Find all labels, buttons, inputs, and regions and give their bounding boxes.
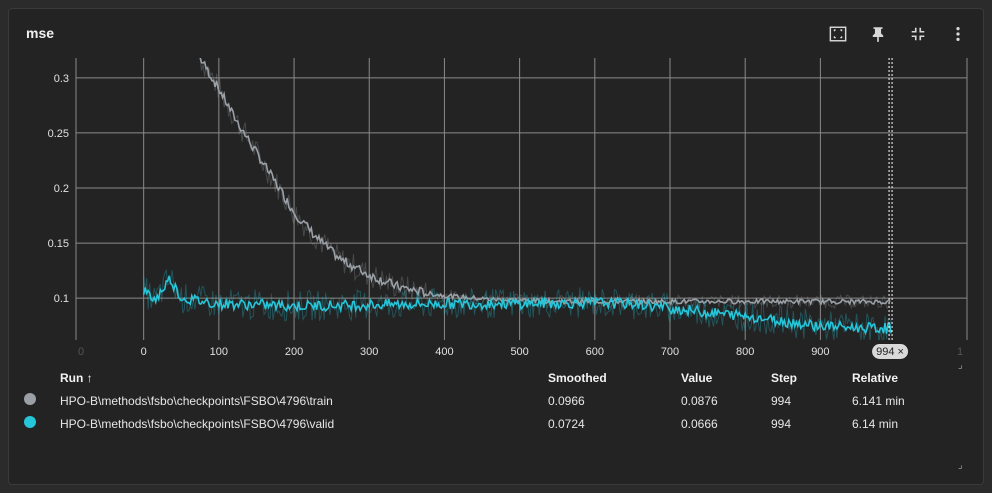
relative-time: 6.14 min [852,416,899,431]
more-button[interactable] [945,21,971,47]
x-tick-label: 600 [586,346,604,358]
series-smoothed-line[interactable] [142,275,892,336]
header-value[interactable]: Value [681,371,713,385]
header-relative[interactable]: Relative [852,371,899,385]
table-row: HPO-B\methods\fsbo\checkpoints\FSBO\4796… [18,412,972,435]
collapse-button[interactable] [905,21,931,47]
y-tick-label: 0.15 [48,238,69,250]
pin-icon [872,27,884,42]
smoothed-value: 0.0724 [548,416,585,431]
card-toolbar [825,21,971,47]
run-color-dot [24,393,36,405]
card-resize-handle[interactable]: ⌟ [958,460,963,471]
table-row: HPO-B\methods\fsbo\checkpoints\FSBO\4796… [18,389,972,412]
relative-time: 6.141 min [852,393,905,408]
raw-value: 0.0666 [681,416,718,431]
step-badge[interactable] [872,344,909,359]
table-header-row: Run ↑ Smoothed Value Step Relative [18,367,972,389]
x-tick-label: 500 [510,346,528,358]
run-name: HPO-B\methods\fsbo\checkpoints\FSBO\4796… [60,416,335,431]
header-step[interactable]: Step [771,371,798,385]
fit-domain-button[interactable] [825,21,851,47]
x-tick-label: 400 [435,346,453,358]
header-color [18,367,56,389]
step-value: 994 [771,393,792,408]
series-group [142,268,892,340]
plot-area [76,58,967,340]
y-tick-label: 0.3 [54,73,69,85]
step-badge-label: 994 × [876,346,904,358]
raw-value: 0.0876 [681,393,718,408]
x-tick-label: 300 [360,346,378,358]
x-tick-label: 0 [141,346,147,358]
y-tick-label: 0.25 [48,128,69,140]
header-smoothed[interactable]: Smoothed [548,371,607,385]
x-edge-label: 0 [78,346,84,358]
pin-button[interactable] [865,21,891,47]
x-tick-label: 100 [210,346,228,358]
card-title: mse [26,25,55,41]
x-tick-label: 900 [811,346,829,358]
step-value: 994 [771,416,792,431]
x-tick-label: 800 [736,346,754,358]
run-color-dot [24,416,36,428]
more-vertical-icon [956,26,960,42]
collapse-icon [911,27,925,41]
mse-line-chart[interactable]: 0 100 200 300 400 500 600 700 800 900 0 1 0.1 0.15 0.2… [0,0,992,370]
x-tick-label: 200 [285,346,303,358]
y-tick-label: 0.2 [54,183,69,195]
fit-to-data-icon [829,26,847,42]
run-name: HPO-B\methods\fsbo\checkpoints\FSBO\4796… [60,393,333,408]
chart-resize-handle[interactable]: ⌟ [958,360,963,371]
header-run[interactable]: Run ↑ [60,371,93,385]
x-tick-label: 700 [661,346,679,358]
runs-table: Run ↑ Smoothed Value Step Relative HPO-B… [18,367,972,435]
y-tick-label: 0.1 [54,293,69,305]
smoothed-value: 0.0966 [548,393,585,408]
x-edge-label: 1 [957,346,963,358]
